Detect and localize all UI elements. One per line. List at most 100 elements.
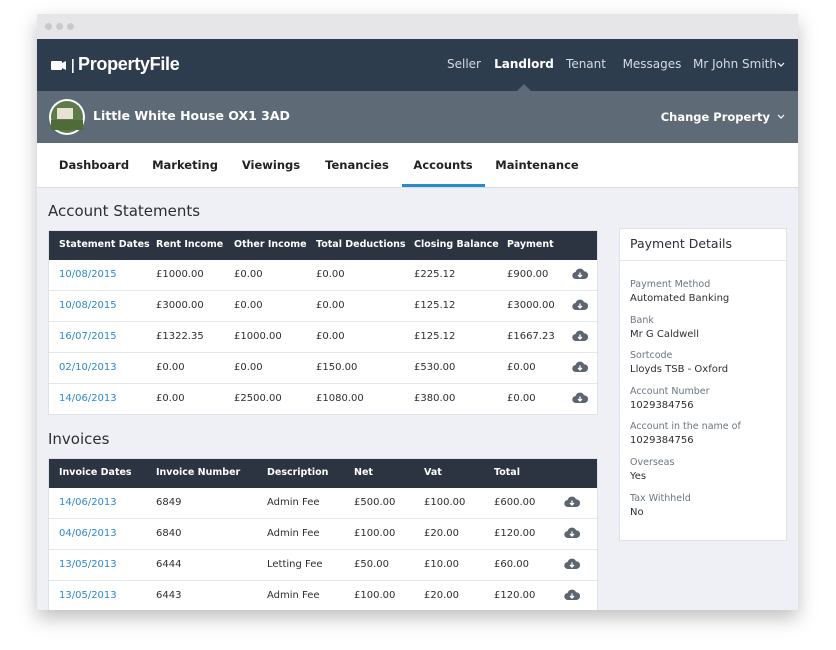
- column-header: Closing Balance: [414, 239, 499, 250]
- download-icon[interactable]: [564, 527, 580, 539]
- date-link[interactable]: 16/07/2015: [59, 331, 117, 342]
- chevron: [777, 114, 785, 120]
- date-link[interactable]: 13/05/2013: [59, 559, 117, 570]
- field-label: Account Number: [630, 386, 710, 397]
- download-icon[interactable]: [572, 392, 588, 404]
- chevron: [777, 62, 785, 68]
- change-property[interactable]: Change Property: [661, 110, 770, 124]
- nav-item[interactable]: Seller: [447, 57, 481, 71]
- section-title: Account Statements: [48, 202, 200, 220]
- cell: £0.00: [316, 300, 345, 311]
- field-label: Account in the name of: [630, 421, 741, 432]
- active-indicator: [517, 84, 531, 91]
- table-row: 14/06/2013 6849 Admin Fee £500.00 £100.00 £60…: [49, 488, 597, 518]
- column-header: Total: [494, 467, 520, 478]
- logo-icon: [51, 59, 77, 73]
- cell: £1322.35: [156, 331, 204, 342]
- date-link[interactable]: 04/06/2013: [59, 528, 117, 539]
- window-chrome: [37, 14, 798, 39]
- property-name: Little White House OX1 3AD: [93, 108, 290, 123]
- cell: £1000.00: [234, 331, 282, 342]
- divider: [620, 260, 786, 261]
- tab[interactable]: Dashboard: [59, 158, 129, 172]
- cell: £225.12: [414, 269, 455, 280]
- table-row: 14/06/2013£0.00£2500.00£1080.00£380.00£0…: [49, 383, 597, 414]
- cell: £125.12: [414, 300, 455, 311]
- cell: £20.00: [424, 590, 459, 601]
- cell: 6444: [156, 559, 181, 570]
- nav-item[interactable]: Tenant: [566, 57, 606, 71]
- section-title: Invoices: [48, 430, 109, 448]
- table-row: 02/10/2013£0.00£0.00£150.00£530.00£0.00: [49, 352, 597, 383]
- field-label: Payment Method: [630, 279, 710, 290]
- cell: £0.00: [316, 331, 345, 342]
- download-icon[interactable]: [572, 330, 588, 342]
- panel-title: Payment Details: [630, 236, 732, 251]
- cell: £0.00: [507, 393, 536, 404]
- date-link[interactable]: 10/08/2015: [59, 269, 117, 280]
- column-header: Invoice Dates: [59, 467, 132, 478]
- column-header: Invoice Number: [156, 467, 240, 478]
- cell: £1667.23: [507, 331, 555, 342]
- cell: £900.00: [507, 269, 548, 280]
- cell: Admin Fee: [267, 590, 320, 601]
- tab[interactable]: Marketing: [152, 158, 218, 172]
- property-avatar[interactable]: [48, 98, 86, 136]
- property-bar: Little White House OX1 3AD Change Proper…: [37, 91, 798, 143]
- cell: £500.00: [354, 497, 395, 508]
- download-icon[interactable]: [572, 361, 588, 373]
- download-icon[interactable]: [572, 268, 588, 280]
- user-menu[interactable]: Mr John Smith: [693, 57, 777, 71]
- cell: £100.00: [424, 497, 465, 508]
- window-dot: [56, 23, 63, 30]
- cell: £600.00: [494, 497, 535, 508]
- table-header: Invoice DatesInvoice NumberDescriptionNe…: [49, 459, 597, 488]
- cell: 6443: [156, 590, 181, 601]
- cell: £100.00: [354, 590, 395, 601]
- download-icon[interactable]: [564, 589, 580, 601]
- column-header: Rent Income: [156, 239, 223, 250]
- nav-item[interactable]: Landlord: [494, 57, 554, 71]
- invoices-table: Invoice DatesInvoice NumberDescriptionNe…: [48, 458, 598, 610]
- logo[interactable]: PropertyFile: [78, 54, 179, 75]
- active-tab-underline: [402, 184, 485, 187]
- tab[interactable]: Tenancies: [325, 158, 389, 172]
- field-value: Yes: [630, 471, 646, 482]
- cell: £0.00: [507, 362, 536, 373]
- cell: 6840: [156, 528, 181, 539]
- tab[interactable]: Maintenance: [495, 158, 578, 172]
- date-link[interactable]: 13/05/2013: [59, 590, 117, 601]
- cell: £3000.00: [156, 300, 204, 311]
- table-header: Statement DatesRent IncomeOther IncomeTo…: [49, 231, 597, 260]
- date-link[interactable]: 10/08/2015: [59, 300, 117, 311]
- download-icon[interactable]: [564, 558, 580, 570]
- payment-details-panel: Payment Details Payment MethodAutomated …: [619, 228, 787, 541]
- date-link[interactable]: 02/10/2013: [59, 362, 117, 373]
- field-value: No: [630, 507, 644, 518]
- tab[interactable]: Viewings: [242, 158, 300, 172]
- cell: Admin Fee: [267, 497, 320, 508]
- tab-bar: Dashboard Marketing Viewings Tenancies Accou…: [37, 143, 798, 188]
- window-dot: [45, 23, 52, 30]
- cell: £0.00: [234, 300, 263, 311]
- nav-item[interactable]: Messages: [623, 57, 682, 71]
- table-row: 13/05/20136443Admin Fee£100.00£20.00£120…: [49, 580, 597, 610]
- column-header: Vat: [424, 467, 442, 478]
- date-link[interactable]: 14/06/2013: [59, 497, 117, 508]
- table-row: 04/06/20136840Admin Fee£100.00£20.00£120…: [49, 518, 597, 549]
- download-icon[interactable]: [564, 496, 580, 508]
- tab[interactable]: Accounts: [413, 158, 472, 172]
- cell: £150.00: [316, 362, 357, 373]
- download-icon[interactable]: [572, 299, 588, 311]
- cell: £50.00: [354, 559, 389, 570]
- field-value: 1029384756: [630, 435, 694, 446]
- column-header: Net: [354, 467, 373, 478]
- cell: £0.00: [234, 362, 263, 373]
- date-link[interactable]: 14/06/2013: [59, 393, 117, 404]
- cell: £0.00: [156, 362, 185, 373]
- cell: 6849: [156, 497, 181, 508]
- cell: £60.00: [494, 559, 529, 570]
- cell: £0.00: [316, 269, 345, 280]
- cell: £120.00: [494, 528, 535, 539]
